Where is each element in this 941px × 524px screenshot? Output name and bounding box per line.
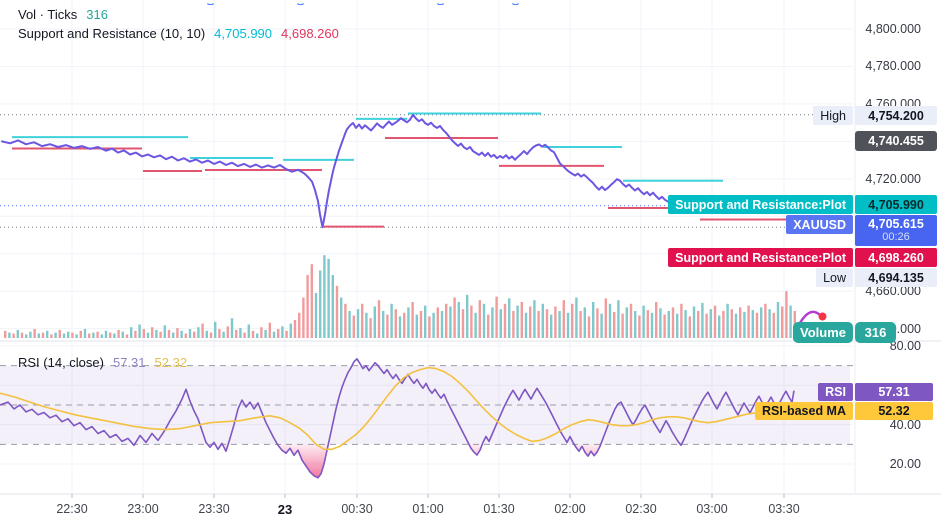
clipped-text-fragment	[512, 0, 519, 5]
prev-close-badge: 4,740.455	[855, 131, 937, 151]
rsi-value-chip: 57.31	[855, 383, 933, 401]
sr-support-label-chip[interactable]: Support and Resistance:Plot	[668, 248, 853, 267]
sr-resistance-value-text: 4,705.990	[868, 197, 924, 212]
sr-resistance-label-chip[interactable]: Support and Resistance:Plot	[668, 195, 853, 214]
price-axis-tick: 4,720.000	[865, 171, 921, 186]
time-axis-label: 03:30	[768, 502, 800, 516]
plot-layers	[0, 0, 853, 494]
rsi-ma-label-chip[interactable]: RSI-based MA	[754, 402, 853, 420]
clipped-text-fragment	[297, 0, 304, 5]
rsi-ma-value-chip: 52.32	[855, 402, 933, 420]
volume-value-chip: 316	[855, 322, 896, 343]
time-axis[interactable]: 22:30 23:00 23:30 23 00:30 01:00 01:30 02:00 02:…	[0, 494, 941, 524]
sr-legend-label: Support and Resistance (10, 10)	[18, 26, 206, 41]
support-resistance-legend[interactable]: Support and Resistance (10, 10) 4,705.99…	[18, 26, 339, 41]
time-axis-label: 22:30	[56, 502, 88, 516]
prev-close-value-text: 4,740.455	[868, 134, 924, 148]
time-axis-label: 00:30	[341, 502, 373, 516]
low-value-chip: 4,694.135	[855, 268, 937, 287]
rsi-ma-line	[0, 366, 795, 451]
price-axis-tick: 4,660.000	[865, 284, 921, 299]
last-price-text: 4,705.615	[868, 216, 924, 231]
high-value-chip: 4,754.200	[855, 106, 937, 125]
low-label-chip: Low	[816, 268, 853, 287]
sr-resistance-value-chip: 4,705.990	[855, 195, 937, 214]
rsi-ma-chip-text: RSI-based MA	[761, 404, 846, 418]
clipped-text-fragment	[437, 0, 444, 5]
volume-legend-value: 316	[86, 7, 108, 22]
high-value-text: 4,754.200	[868, 108, 924, 123]
price-axis-tick: 4,800.000	[865, 22, 921, 36]
sr-resistance-label-text: Support and Resistance:Plot	[675, 197, 846, 212]
rsi-legend-label: RSI (14, close)	[18, 355, 104, 370]
sr-legend-support-value: 4,698.260	[281, 26, 339, 41]
bar-countdown-text: 00:26	[882, 230, 910, 243]
rsi-ma-legend-value: 52.32	[154, 355, 188, 370]
rsi-chip-text: RSI	[825, 385, 846, 399]
sr-legend-resistance-value: 4,705.990	[214, 26, 273, 41]
time-axis-label: 02:00	[554, 502, 586, 516]
time-axis-label: 01:30	[483, 502, 515, 516]
sr-support-value-text: 4,698.260	[868, 250, 924, 265]
rsi-line	[0, 358, 795, 479]
time-axis-label: 02:30	[625, 502, 657, 516]
sr-support-label-text: Support and Resistance:Plot	[675, 250, 846, 265]
low-label-text: Low	[823, 270, 846, 285]
price-axis-tick: 4,780.000	[865, 59, 921, 74]
rsi-chip-value-text: 57.31	[878, 385, 910, 399]
symbol-label-text: XAUUSD	[793, 217, 846, 232]
time-axis-label: 23:30	[198, 502, 230, 516]
volume-legend-label: Vol · Ticks	[18, 7, 78, 22]
rsi-axis-tick: 20.00	[889, 457, 921, 471]
high-label-text: High	[820, 108, 846, 123]
volume-label-chip[interactable]: Volume	[793, 322, 853, 343]
rsi-axis-tick: 40.00	[889, 417, 921, 432]
time-axis-label: 01:00	[412, 502, 444, 516]
symbol-label-chip[interactable]: XAUUSD	[786, 215, 853, 234]
drawing-arc	[798, 310, 822, 325]
rsi-axis-tick: 80.00	[889, 339, 921, 353]
volume-chip-value-text: 316	[864, 325, 887, 340]
last-price-badge: 4,705.615 00:26	[855, 215, 937, 246]
low-value-text: 4,694.135	[868, 270, 924, 285]
volume-bars	[4, 255, 796, 338]
sr-support-value-chip: 4,698.260	[855, 248, 937, 267]
clipped-text-fragment	[207, 0, 214, 5]
high-label-chip: High	[813, 106, 853, 125]
time-axis-label: 23:00	[127, 502, 159, 516]
rsi-ma-chip-value-text: 52.32	[878, 404, 910, 418]
rsi-label-chip[interactable]: RSI	[818, 383, 853, 401]
rsi-indicator-legend[interactable]: RSI (14, close) 57.31 52.32	[18, 355, 187, 370]
time-axis-label: 23	[277, 502, 293, 517]
volume-chip-text: Volume	[800, 325, 846, 340]
rsi-oversold-fill	[469, 444, 483, 455]
drawing-red-dot	[818, 312, 827, 321]
volume-indicator-legend[interactable]: Vol · Ticks 316	[18, 7, 108, 22]
time-axis-label: 03:00	[696, 502, 728, 516]
clipped-legend-row	[0, 0, 860, 5]
rsi-legend-value: 57.31	[112, 355, 146, 370]
